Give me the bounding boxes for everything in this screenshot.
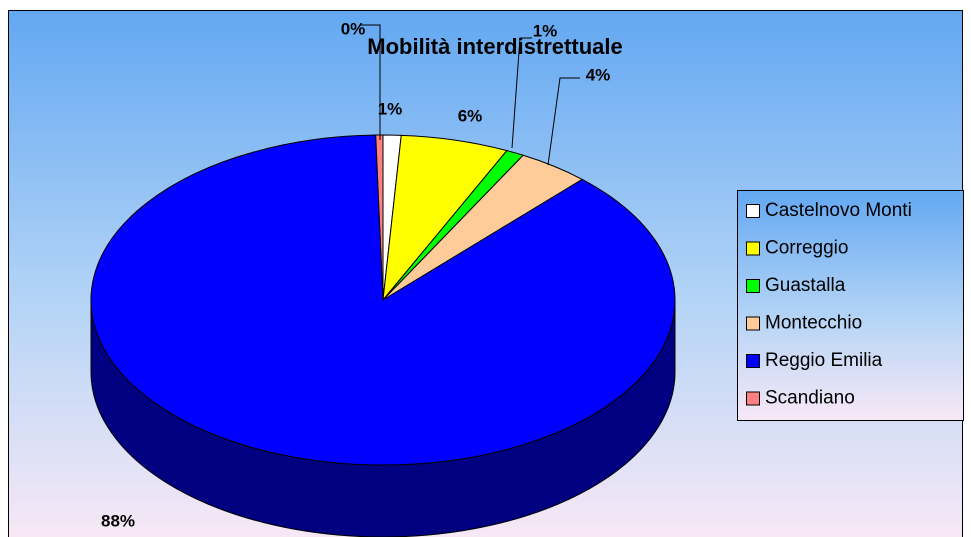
pie-slice <box>90 134 676 466</box>
legend-swatch <box>746 204 760 218</box>
legend-swatch <box>746 354 760 368</box>
data-label: 6% <box>458 106 483 125</box>
legend-label: Castelnovo Monti <box>765 200 912 221</box>
legend-swatch <box>746 391 760 406</box>
pie-slice <box>375 134 384 301</box>
data-label: 88% <box>101 511 135 530</box>
pie <box>90 134 676 537</box>
legend: Castelnovo Monti Correggio Guastalla Montec… <box>746 200 912 409</box>
leader-lines <box>360 24 580 166</box>
legend-swatch <box>746 316 760 331</box>
chart-title: Mobilità interdistrettuale <box>367 34 622 59</box>
legend-label: Scandiano <box>765 388 855 409</box>
data-label: 1% <box>378 99 403 118</box>
legend-box <box>737 190 964 421</box>
legend-swatch <box>746 241 760 256</box>
legend-swatch <box>746 279 760 293</box>
legend-label: Guastalla <box>765 275 846 296</box>
data-label: 0% <box>341 19 366 38</box>
legend-label: Montecchio <box>765 313 862 334</box>
legend-label: Reggio Emilia <box>765 350 883 371</box>
data-label: 1% <box>533 21 558 40</box>
legend-label: Correggio <box>765 238 848 259</box>
data-label: 4% <box>586 65 611 84</box>
